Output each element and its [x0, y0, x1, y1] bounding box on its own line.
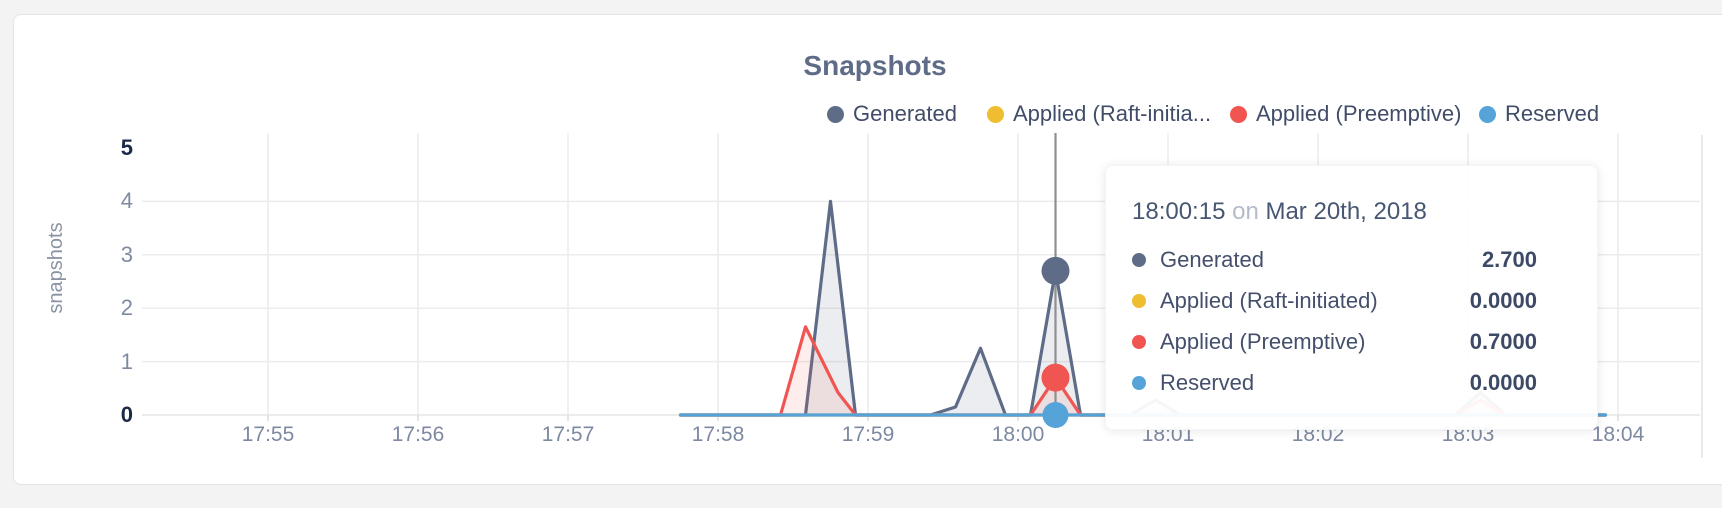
series-dot-icon [1132, 293, 1146, 308]
tooltip-series-label: Reserved [1160, 369, 1255, 395]
chart-tooltip: 18:00:15 on Mar 20th, 2018 Generated 2.70… [1105, 165, 1598, 430]
hover-dot-Generated [1041, 256, 1070, 285]
tooltip-series-value: 0.0000 [1469, 287, 1537, 313]
series-dot-icon [1132, 334, 1146, 349]
tooltip-rows: Generated 2.700 Applied (Raft-initiated) 0.… [1132, 246, 1537, 396]
tooltip-row: Applied (Raft-initiated) 0.0000 [1132, 287, 1537, 314]
legend-label: Applied (Preemptive) [1256, 101, 1462, 126]
legend-dot-icon [827, 105, 844, 123]
tooltip-series-value: 2.700 [1481, 246, 1537, 272]
chart-title: Snapshots [803, 50, 947, 81]
tooltip-series-value: 0.0000 [1469, 369, 1537, 395]
legend-item-1[interactable]: Applied (Raft-initia... [987, 101, 1211, 127]
legend-item-2[interactable]: Applied (Preemptive) [1230, 101, 1461, 127]
legend-label: Generated [853, 101, 957, 126]
legend-dot-icon [1479, 105, 1496, 123]
legend-dot-icon [987, 105, 1004, 123]
legend-dot-icon [1230, 105, 1247, 123]
tooltip-series-value: 0.7000 [1469, 328, 1537, 354]
legend-item-0[interactable]: Generated [827, 101, 957, 127]
series-dot-icon [1132, 375, 1146, 390]
tooltip-series-label: Applied (Raft-initiated) [1160, 287, 1378, 313]
tooltip-row: Reserved 0.0000 [1132, 369, 1537, 396]
tooltip-date: Mar 20th, 2018 [1265, 198, 1427, 225]
legend-label: Applied (Raft-initia... [1013, 101, 1212, 126]
tooltip-header: 18:00:15 on Mar 20th, 2018 [1132, 198, 1537, 226]
tooltip-row: Applied (Preemptive) 0.7000 [1132, 328, 1537, 355]
legend-label: Reserved [1505, 101, 1600, 126]
tooltip-row: Generated 2.700 [1132, 246, 1537, 273]
tooltip-preposition: on [1232, 198, 1259, 225]
tooltip-series-label: Applied (Preemptive) [1160, 328, 1366, 354]
hover-dot-Applied (Preemptive) [1041, 363, 1070, 392]
tooltip-series-label: Generated [1160, 246, 1264, 272]
hover-dot-Reserved [1042, 402, 1069, 428]
tooltip-time: 18:00:15 [1132, 198, 1226, 225]
legend-item-3[interactable]: Reserved [1479, 101, 1599, 127]
series-dot-icon [1132, 252, 1146, 267]
